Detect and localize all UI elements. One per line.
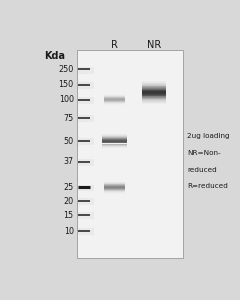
Bar [104, 97, 125, 98]
Bar [142, 85, 166, 86]
Bar [78, 198, 94, 205]
Bar [102, 135, 127, 136]
Text: R: R [111, 40, 118, 50]
Bar [104, 100, 125, 101]
Bar [142, 103, 166, 104]
Bar [102, 147, 127, 148]
Text: 100: 100 [59, 95, 74, 104]
Bar [104, 190, 125, 191]
Bar [142, 91, 166, 92]
Bar [102, 138, 127, 139]
Bar [142, 102, 166, 103]
Bar [104, 184, 125, 185]
Bar [78, 97, 94, 104]
Text: NR=Non-: NR=Non- [187, 150, 221, 156]
Bar [104, 101, 125, 102]
Bar [104, 185, 125, 186]
Bar [104, 94, 125, 95]
Bar [78, 138, 94, 145]
Text: 150: 150 [59, 80, 74, 89]
Bar [104, 104, 125, 105]
Bar [104, 193, 125, 194]
Bar [78, 50, 183, 258]
Text: Kda: Kda [44, 51, 65, 61]
Bar [142, 96, 166, 97]
Text: 75: 75 [63, 113, 74, 122]
Bar [142, 99, 166, 100]
Bar [102, 134, 127, 135]
Bar [78, 82, 94, 89]
Bar [142, 81, 166, 82]
Bar [142, 86, 166, 87]
Bar [104, 95, 125, 96]
Bar [78, 184, 94, 191]
Text: 10: 10 [64, 227, 74, 236]
Bar [78, 159, 94, 166]
Bar [104, 189, 125, 190]
Bar [104, 99, 125, 100]
Bar [142, 95, 166, 96]
Bar [102, 146, 127, 147]
Bar [104, 187, 125, 188]
Bar [142, 89, 166, 90]
Text: 250: 250 [59, 65, 74, 74]
Bar [142, 90, 166, 91]
Bar [142, 93, 166, 94]
Bar [102, 141, 127, 142]
Bar [104, 102, 125, 103]
Bar [104, 96, 125, 97]
Bar [102, 142, 127, 143]
Bar [78, 212, 94, 219]
Bar [142, 83, 166, 84]
Bar [142, 100, 166, 101]
Text: reduced: reduced [187, 167, 217, 173]
Bar [142, 101, 166, 102]
Bar [78, 228, 94, 236]
Bar [104, 186, 125, 187]
Bar [104, 182, 125, 183]
Bar [102, 136, 127, 137]
Text: 20: 20 [64, 197, 74, 206]
Text: NR: NR [147, 40, 161, 50]
Bar [142, 97, 166, 98]
Bar [78, 115, 94, 122]
Bar [142, 87, 166, 88]
Bar [142, 92, 166, 93]
Bar [78, 67, 94, 74]
Bar [104, 98, 125, 99]
Bar [104, 191, 125, 192]
Bar [102, 139, 127, 140]
Bar [104, 103, 125, 104]
Text: 25: 25 [63, 183, 74, 192]
Bar [102, 143, 127, 144]
Bar [102, 140, 127, 141]
Text: 50: 50 [64, 136, 74, 146]
Bar [104, 192, 125, 193]
Bar [104, 183, 125, 184]
Bar [142, 88, 166, 89]
Text: 37: 37 [64, 158, 74, 166]
Bar [102, 137, 127, 138]
Text: 2ug loading: 2ug loading [187, 134, 230, 140]
Bar [142, 94, 166, 95]
Bar [102, 145, 127, 146]
Text: 15: 15 [64, 211, 74, 220]
Bar [104, 181, 125, 182]
Bar [142, 98, 166, 99]
Text: R=reduced: R=reduced [187, 183, 228, 189]
Bar [142, 84, 166, 85]
